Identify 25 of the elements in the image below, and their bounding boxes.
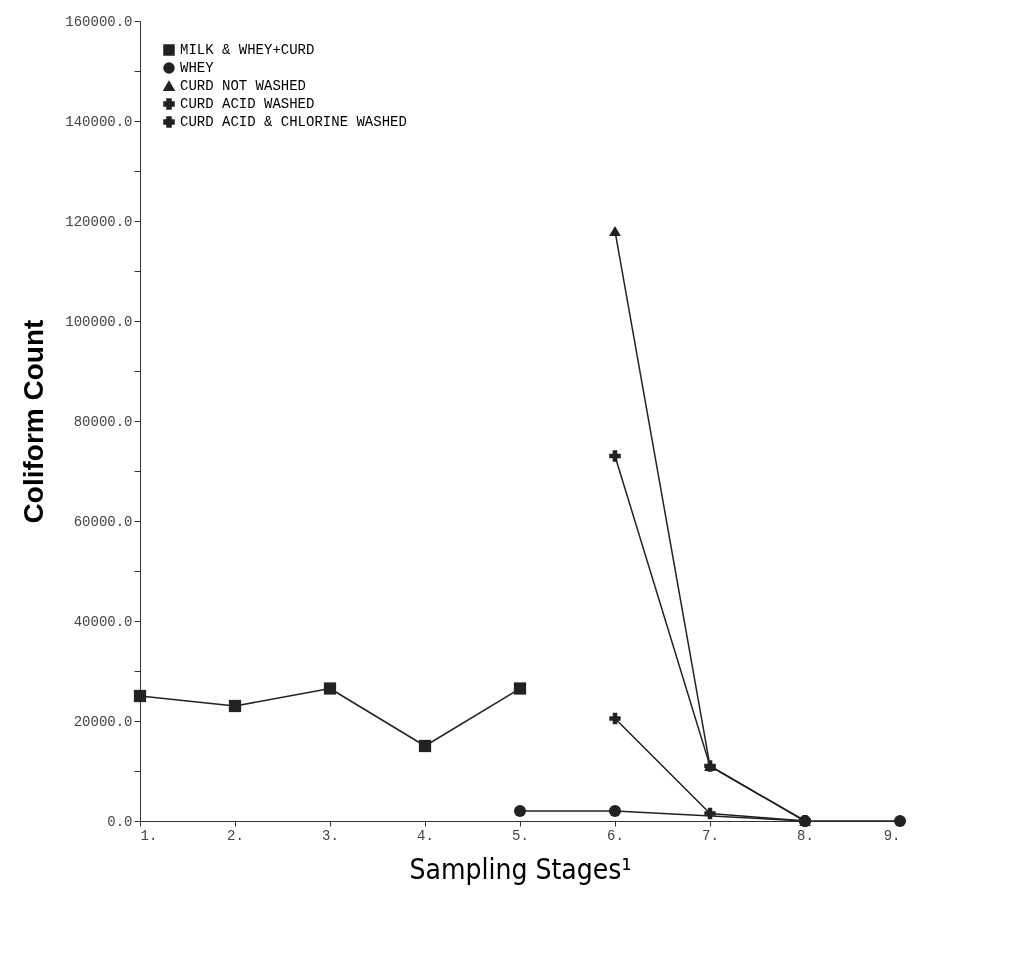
y-tick-label: 20000.0	[73, 713, 133, 730]
x-tick-label: 1.	[140, 827, 158, 844]
legend-label: CURD ACID & CHLORINE WASHED	[180, 114, 407, 130]
y-tick-label: 0.0	[107, 813, 133, 830]
legend-label: WHEY	[180, 60, 215, 76]
x-tick-label: 5.	[512, 827, 529, 844]
x-tick-label: 4.	[417, 827, 434, 844]
legend-label: CURD NOT WASHED	[180, 78, 307, 94]
y-tick-label: 160000.0	[65, 13, 133, 30]
y-tick-label: 100000.0	[65, 313, 133, 330]
x-tick-label: 8.	[797, 827, 814, 844]
legend-label: MILK & WHEY+CURD	[180, 42, 315, 58]
y-tick-label: 140000.0	[65, 113, 133, 130]
x-tick-label: 7.	[702, 827, 719, 844]
x-tick-label: 3.	[322, 827, 339, 844]
y-tick-label: 60000.0	[73, 513, 133, 530]
legend-label: CURD ACID WASHED	[180, 96, 315, 112]
x-tick-label: 2.	[227, 827, 244, 844]
y-tick-label: 80000.0	[73, 413, 133, 430]
y-tick-label: 40000.0	[73, 613, 133, 630]
y-axis-title: Coliform Count	[18, 319, 50, 524]
y-tick-label: 120000.0	[65, 213, 133, 230]
x-tick-label: 6.	[607, 827, 624, 844]
x-axis-title: Sampling Stages¹	[409, 852, 632, 886]
x-tick-label: 9.	[883, 827, 901, 844]
